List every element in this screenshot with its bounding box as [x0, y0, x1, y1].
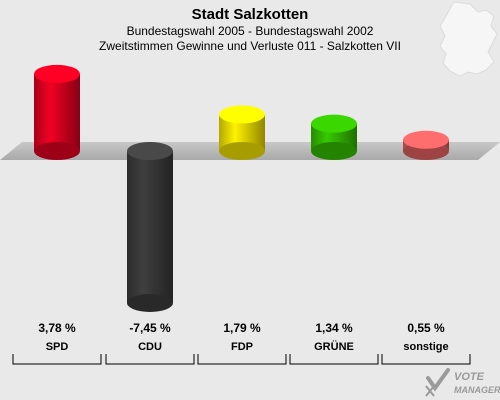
bar-grüne: [311, 114, 357, 160]
value-label: 0,55 %: [407, 321, 445, 335]
check-mark-icon: [425, 368, 450, 397]
vote-manager-logo: VOTE MANAGER: [425, 368, 500, 397]
bar-cdu: [127, 142, 173, 312]
category-bracket: [197, 354, 287, 365]
chart-subtitle-2: Zweitstimmen Gewinne und Verluste 011 - …: [99, 39, 401, 53]
category-bracket: [105, 354, 195, 365]
category-bracket: [381, 354, 471, 365]
logo-text-vote: VOTE: [454, 371, 485, 383]
chart-title: Stadt Salzkotten: [191, 6, 309, 23]
category-label: SPD: [46, 341, 69, 353]
bar-sonstige: [403, 130, 449, 160]
category-label: sonstige: [403, 341, 448, 353]
category-bracket: [12, 354, 102, 365]
bar-spd: [34, 64, 80, 160]
value-label: 1,79 %: [223, 321, 261, 335]
category-label: FDP: [231, 341, 253, 353]
category-label: CDU: [138, 341, 162, 353]
value-label: -7,45 %: [129, 321, 171, 335]
bar-fdp: [219, 105, 265, 160]
category-bracket: [289, 354, 379, 365]
chart-subtitle: Bundestagswahl 2005 - Bundestagswahl 200…: [126, 24, 374, 38]
value-label: 1,34 %: [315, 321, 353, 335]
value-label: 3,78 %: [38, 321, 76, 335]
category-label: GRÜNE: [314, 340, 354, 353]
logo-text-manager: MANAGER: [454, 385, 500, 395]
